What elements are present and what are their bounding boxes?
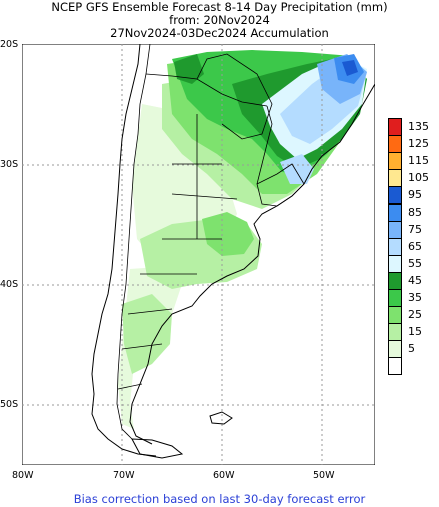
lon-label-60W: 60W — [213, 470, 235, 481]
legend-label: 115 — [408, 154, 429, 168]
coastlines — [91, 44, 375, 459]
legend-swatch — [388, 118, 402, 136]
precip-95-105-brazil — [342, 60, 358, 76]
country-borders — [116, 44, 305, 440]
title-line-1: NCEP GFS Ensemble Forecast 8-14 Day Prec… — [51, 0, 388, 14]
legend-label: 65 — [408, 239, 422, 253]
border-chile-argentina — [116, 44, 151, 440]
legend-swatch — [388, 306, 402, 325]
legend-swatch — [388, 357, 402, 376]
lon-label-70W: 70W — [113, 470, 135, 481]
legend-swatch — [388, 220, 402, 239]
legend-swatch — [388, 186, 402, 205]
legend-swatch — [388, 169, 402, 188]
legend-label: 105 — [408, 171, 429, 185]
tierra-del-fuego — [131, 438, 184, 459]
legend-label: 95 — [408, 188, 422, 202]
precip-45-55-bolivia — [174, 54, 204, 84]
legend-label: 25 — [408, 308, 422, 322]
legend-swatch — [388, 203, 402, 222]
legend-swatch — [388, 254, 402, 273]
legend-label: 5 — [408, 342, 415, 356]
legend-label: 85 — [408, 205, 422, 219]
precip-15-25-south — [122, 294, 172, 374]
legend-swatch — [388, 152, 402, 171]
lon-label-80W: 80W — [12, 470, 34, 481]
legend-label: 55 — [408, 256, 422, 270]
precip-65-75-uruguay — [280, 154, 314, 184]
lat-label-50S: 50S — [0, 399, 19, 410]
legend-swatch — [388, 323, 402, 342]
border-uruguay — [256, 163, 305, 207]
pacific-coastline — [91, 44, 157, 457]
legend-label: 135 — [408, 120, 429, 133]
border-argentina-north — [145, 73, 268, 107]
bias-correction-note: Bias correction based on last 30-day for… — [73, 492, 366, 506]
lat-label-30S: 30S — [0, 159, 19, 170]
legend-label: 35 — [408, 291, 422, 304]
province-lines — [117, 114, 238, 390]
legend-swatch — [388, 271, 402, 290]
title-line-3: 27Nov2024-03Dec2024 Accumulation — [110, 26, 329, 40]
border-paraguay — [196, 53, 273, 140]
legend-swatch — [388, 135, 402, 154]
atlantic-coastline — [129, 83, 375, 445]
legend-swatch — [388, 340, 402, 359]
lat-label-40S: 40S — [0, 279, 19, 290]
title-line-2: from: 20Nov2024 — [169, 13, 270, 27]
legend-swatch — [388, 289, 402, 307]
malvinas-islands — [209, 411, 233, 425]
lat-label-20S: 20S — [0, 39, 19, 50]
precip-25-35-buenosaires — [202, 212, 254, 256]
legend-label: 15 — [408, 325, 422, 339]
legend-label: 45 — [408, 273, 422, 287]
graticule — [22, 44, 375, 465]
lon-label-50W: 50W — [313, 470, 335, 481]
legend-label: 125 — [408, 137, 429, 151]
precipitation-map — [22, 44, 375, 465]
border-argentina-brazil — [256, 105, 273, 185]
legend-swatch — [388, 237, 402, 256]
legend-label: 75 — [408, 222, 422, 236]
